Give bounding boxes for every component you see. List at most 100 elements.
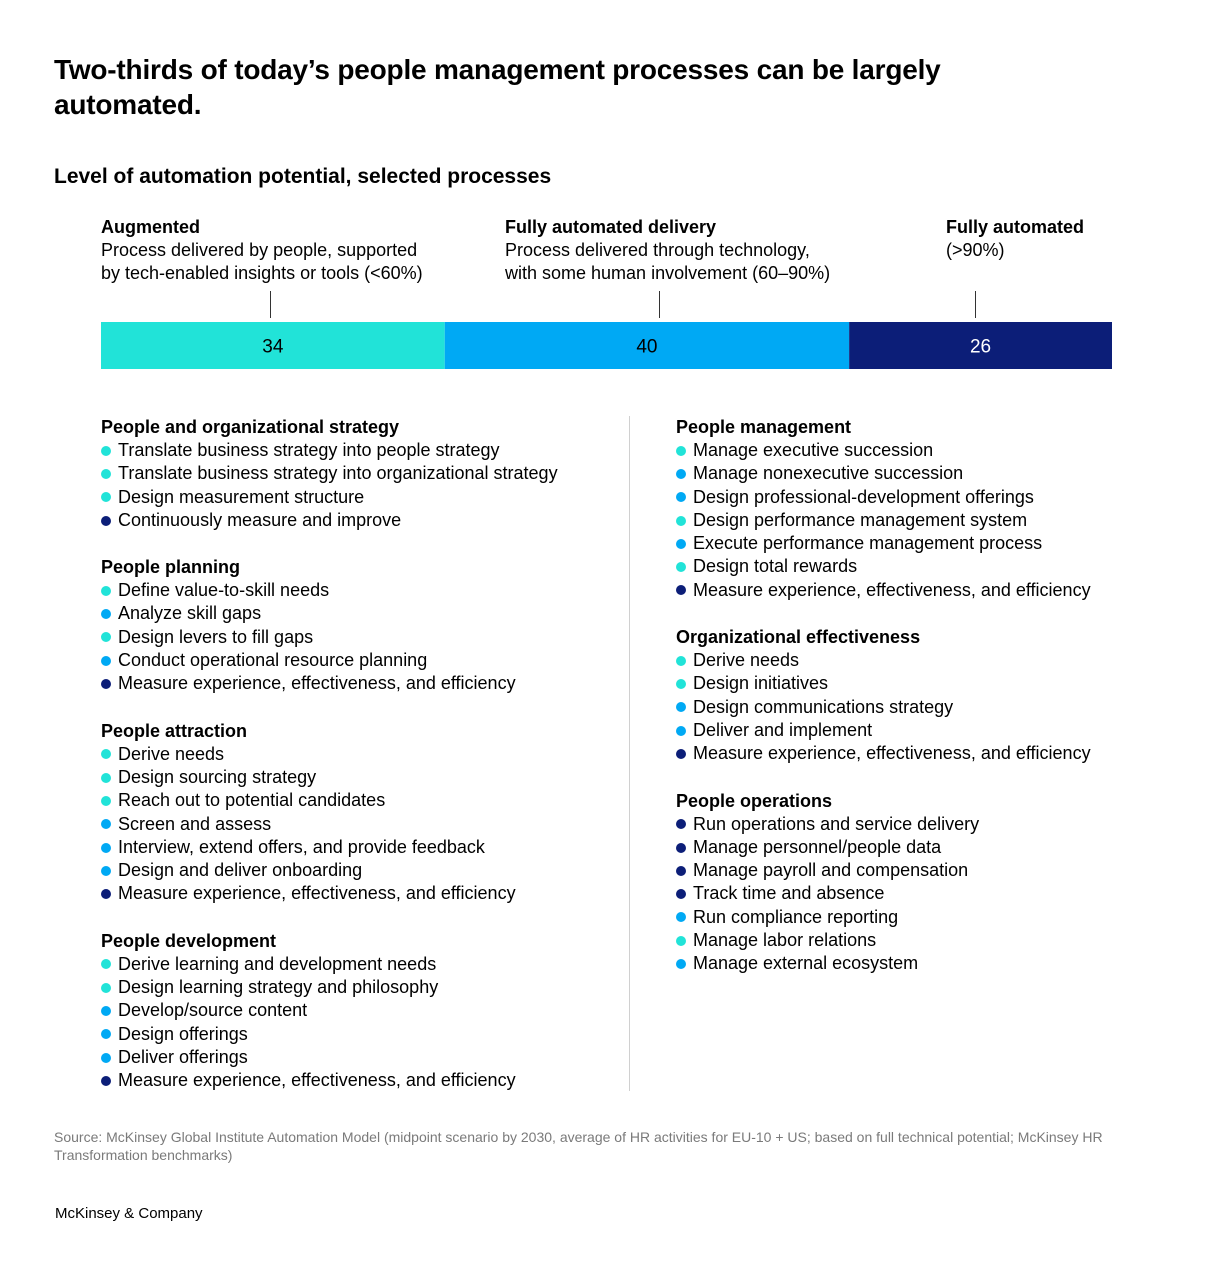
category-augmented-label: Augmented — [101, 217, 200, 237]
process-item: Derive needs — [676, 649, 1196, 672]
automation-level-dot — [101, 889, 111, 900]
process-item-label: Design professional-development offering… — [693, 486, 1034, 507]
automation-level-dot — [101, 865, 111, 876]
process-item: Derive needs — [101, 743, 621, 766]
process-item: Translate business strategy into people … — [101, 439, 621, 462]
process-item-label: Interview, extend offers, and provide fe… — [118, 836, 485, 857]
leader-line-full — [975, 291, 976, 318]
process-item: Design levers to fill gaps — [101, 626, 621, 649]
process-item: Design professional-development offering… — [676, 486, 1196, 509]
process-item: Design performance management system — [676, 509, 1196, 532]
process-item: Design communications strategy — [676, 696, 1196, 719]
process-item: Define value-to-skill needs — [101, 579, 621, 602]
process-item-label: Run compliance reporting — [693, 906, 899, 927]
automation-level-dot — [676, 492, 686, 503]
process-item-label: Design and deliver onboarding — [118, 860, 363, 881]
process-item: Deliver offerings — [101, 1046, 621, 1069]
automation-level-dot — [676, 655, 686, 666]
process-group: People development Derive learning and de… — [101, 930, 621, 1093]
process-item: Derive learning and development needs — [101, 953, 621, 976]
process-item-label: Derive needs — [118, 743, 225, 764]
automation-level-dot — [676, 538, 686, 549]
right-process-column: People management Manage executive succes… — [676, 416, 1196, 1000]
process-group-heading: People and organizational strategy — [101, 417, 400, 437]
left-process-column: People and organizational strategy Transl… — [101, 416, 621, 1117]
automation-level-dot — [101, 632, 111, 643]
process-item: Measure experience, effectiveness, and e… — [101, 1069, 621, 1092]
process-item: Design and deliver onboarding — [101, 859, 621, 882]
automation-level-dot — [676, 679, 686, 690]
process-item: Reach out to potential candidates — [101, 789, 621, 812]
process-item-label: Reach out to potential candidates — [118, 790, 386, 811]
leader-line-delivery — [659, 291, 660, 318]
process-item-label: Define value-to-skill needs — [118, 580, 330, 601]
automation-level-dot — [101, 1005, 111, 1016]
process-group: People operations Run operations and serv… — [676, 790, 1196, 976]
process-item: Design sourcing strategy — [101, 766, 621, 789]
leader-line-augmented — [270, 291, 271, 318]
process-item: Manage executive succession — [676, 439, 1196, 462]
process-item-label: Manage nonexecutive succession — [693, 463, 964, 484]
process-item-label: Run operations and service delivery — [693, 813, 980, 834]
process-item: Screen and assess — [101, 813, 621, 836]
column-divider — [629, 416, 630, 1091]
process-item: Design offerings — [101, 1023, 621, 1046]
process-item-label: Design initiatives — [693, 673, 829, 694]
process-item-label: Design measurement structure — [118, 486, 365, 507]
process-item: Translate business strategy into organiz… — [101, 462, 621, 485]
process-item-label: Derive needs — [693, 650, 800, 671]
process-item-label: Design offerings — [118, 1023, 248, 1044]
process-item: Measure experience, effectiveness, and e… — [101, 672, 621, 695]
process-item-label: Design total rewards — [693, 556, 858, 577]
category-full-description: (>90%) — [946, 240, 1005, 260]
process-item-label: Design performance management system — [693, 509, 1028, 530]
automation-level-dot — [676, 445, 686, 456]
process-group-heading: People planning — [101, 557, 241, 578]
process-item-label: Execute performance management process — [693, 533, 1043, 554]
automation-level-dot — [101, 585, 111, 596]
process-item-label: Screen and assess — [118, 813, 272, 834]
automation-level-dot — [101, 819, 111, 830]
automation-level-dot — [101, 445, 111, 456]
automation-level-dot — [676, 842, 686, 853]
automation-level-dot — [676, 819, 686, 830]
automation-level-dot — [101, 468, 111, 479]
automation-level-dot — [676, 912, 686, 923]
process-item: Track time and absence — [676, 882, 1196, 905]
automation-level-dot — [101, 982, 111, 993]
process-item-label: Manage payroll and compensation — [693, 860, 969, 881]
brand-footer: McKinsey & Company — [55, 1205, 203, 1222]
automation-level-dot — [676, 935, 686, 946]
process-item-label: Design communications strategy — [693, 696, 954, 717]
category-delivery-description: Process delivered through technology, wi… — [505, 240, 831, 283]
process-item-label: Design sourcing strategy — [118, 766, 317, 787]
process-item: Manage payroll and compensation — [676, 859, 1196, 882]
automation-level-dot — [101, 772, 111, 783]
process-item: Deliver and implement — [676, 719, 1196, 742]
automation-level-dot — [101, 1052, 111, 1063]
process-item-label: Design levers to fill gaps — [118, 626, 314, 647]
process-item-label: Conduct operational resource planning — [118, 650, 428, 671]
process-item-label: Translate business strategy into organiz… — [118, 463, 558, 484]
process-item: Design learning strategy and philosophy — [101, 976, 621, 999]
process-item-label: Manage labor relations — [693, 930, 877, 951]
automation-level-dot — [676, 702, 686, 713]
chart-title: Two-thirds of today’s people management … — [54, 54, 941, 120]
process-group-heading: People management — [676, 417, 852, 437]
process-item-label: Develop/source content — [118, 1000, 308, 1021]
process-item-label: Manage executive succession — [693, 440, 934, 460]
automation-level-dot — [676, 958, 686, 969]
automation-level-dot — [101, 1075, 111, 1086]
process-group-heading: People development — [101, 930, 277, 951]
process-item-label: Analyze skill gaps — [118, 603, 262, 624]
process-item: Execute performance management process — [676, 532, 1196, 555]
process-item: Measure experience, effectiveness, and e… — [676, 742, 1196, 765]
process-item: Run operations and service delivery — [676, 813, 1196, 836]
process-item: Measure experience, effectiveness, and e… — [101, 882, 621, 905]
stacked-bar: 34 40 26 — [101, 322, 1112, 369]
process-item-label: Continuously measure and improve — [118, 509, 402, 530]
automation-level-dot — [101, 959, 111, 970]
automation-level-dot — [101, 609, 111, 620]
category-full-label: Fully automated — [946, 217, 1085, 237]
automation-level-dot — [101, 1029, 111, 1040]
